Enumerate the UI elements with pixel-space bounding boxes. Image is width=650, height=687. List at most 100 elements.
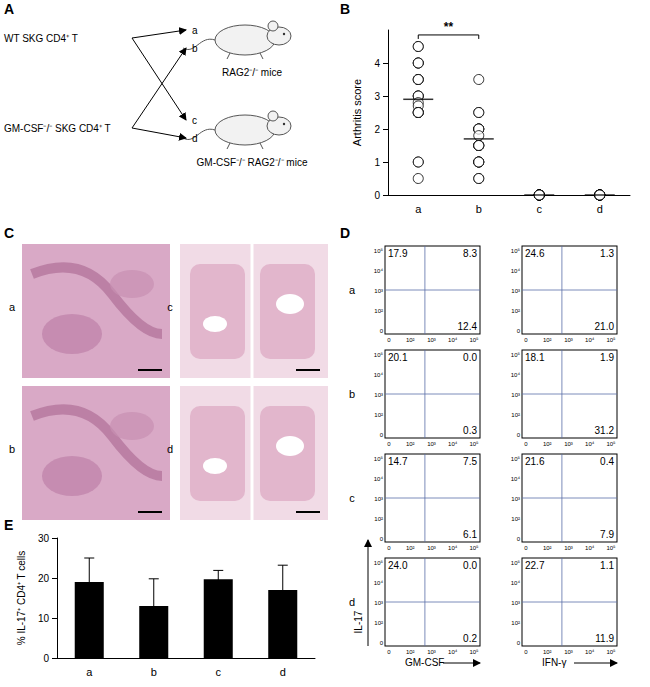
svg-text:a: a [415, 203, 422, 215]
svg-text:GM-CSF: GM-CSF [405, 657, 444, 668]
svg-text:10²: 10² [406, 649, 415, 655]
svg-text:0: 0 [517, 432, 521, 438]
svg-text:c: c [537, 203, 543, 215]
svg-text:d: d [192, 133, 198, 144]
svg-text:10⁴: 10⁴ [448, 545, 458, 551]
svg-text:10³: 10³ [564, 441, 573, 447]
svg-text:10²: 10² [543, 337, 552, 343]
svg-text:d: d [597, 203, 603, 215]
svg-text:10⁴: 10⁴ [585, 441, 595, 447]
svg-text:D: D [340, 225, 350, 241]
svg-text:10³: 10³ [511, 288, 520, 294]
svg-text:10²: 10² [511, 620, 520, 626]
svg-text:Arthritis score: Arthritis score [351, 79, 363, 146]
svg-text:10⁴: 10⁴ [511, 580, 521, 586]
svg-text:% IL-17⁺ CD4⁺ T cells: % IL-17⁺ CD4⁺ T cells [16, 551, 27, 646]
svg-text:21.6: 21.6 [525, 456, 545, 467]
svg-text:a: a [9, 301, 16, 313]
svg-text:0: 0 [524, 649, 528, 655]
svg-text:10³: 10³ [374, 600, 383, 606]
svg-text:c: c [192, 115, 197, 126]
svg-text:10²: 10² [374, 516, 383, 522]
svg-text:A: A [4, 1, 14, 17]
svg-text:10⁴: 10⁴ [511, 372, 521, 378]
svg-text:10⁴: 10⁴ [511, 268, 521, 274]
svg-text:10³: 10³ [511, 392, 520, 398]
svg-text:10³: 10³ [427, 545, 436, 551]
svg-text:10⁵: 10⁵ [374, 560, 384, 566]
svg-text:IFN-γ: IFN-γ [542, 657, 566, 668]
svg-text:RAG2⁻/⁻ mice: RAG2⁻/⁻ mice [222, 67, 282, 78]
svg-text:10⁴: 10⁴ [374, 580, 384, 586]
svg-text:0.0: 0.0 [463, 560, 477, 571]
svg-text:10²: 10² [543, 441, 552, 447]
svg-text:20: 20 [38, 573, 50, 584]
svg-text:6.1: 6.1 [463, 529, 477, 540]
svg-text:C: C [4, 225, 14, 241]
svg-text:10⁵: 10⁵ [606, 545, 616, 551]
svg-text:10³: 10³ [374, 288, 383, 294]
svg-text:10²: 10² [374, 412, 383, 418]
svg-text:10⁵: 10⁵ [606, 649, 616, 655]
svg-text:10³: 10³ [374, 496, 383, 502]
svg-text:10⁵: 10⁵ [469, 441, 479, 447]
svg-text:10⁵: 10⁵ [606, 337, 616, 343]
svg-text:0.3: 0.3 [463, 425, 477, 436]
svg-text:10⁵: 10⁵ [469, 545, 479, 551]
svg-text:10²: 10² [511, 308, 520, 314]
svg-text:10²: 10² [511, 412, 520, 418]
svg-text:10⁵: 10⁵ [606, 441, 616, 447]
svg-text:d: d [280, 666, 286, 678]
svg-text:11.9: 11.9 [595, 633, 614, 644]
svg-text:0.0: 0.0 [463, 352, 477, 363]
svg-text:10⁴: 10⁴ [374, 372, 384, 378]
svg-text:a: a [192, 25, 198, 36]
svg-text:31.2: 31.2 [595, 425, 615, 436]
svg-text:b: b [151, 666, 157, 678]
svg-text:10⁴: 10⁴ [448, 337, 458, 343]
svg-text:0: 0 [517, 640, 521, 646]
svg-text:10³: 10³ [427, 337, 436, 343]
svg-text:0: 0 [517, 536, 521, 542]
svg-text:0.2: 0.2 [463, 633, 477, 644]
svg-text:10²: 10² [543, 649, 552, 655]
svg-text:10²: 10² [374, 620, 383, 626]
svg-text:10: 10 [38, 613, 50, 624]
svg-text:10²: 10² [543, 545, 552, 551]
svg-text:10⁵: 10⁵ [374, 456, 384, 462]
svg-text:10⁵: 10⁵ [511, 456, 521, 462]
svg-text:0.4: 0.4 [600, 456, 614, 467]
svg-text:10³: 10³ [564, 337, 573, 343]
svg-text:10⁴: 10⁴ [448, 649, 458, 655]
svg-text:10⁵: 10⁵ [374, 248, 384, 254]
svg-text:10³: 10³ [427, 441, 436, 447]
svg-text:0: 0 [380, 432, 384, 438]
svg-text:1.9: 1.9 [600, 352, 614, 363]
svg-text:10⁵: 10⁵ [374, 352, 384, 358]
svg-text:10³: 10³ [511, 496, 520, 502]
svg-text:**: ** [444, 20, 454, 34]
svg-text:b: b [349, 388, 355, 400]
svg-text:8.3: 8.3 [463, 248, 477, 259]
svg-text:20.1: 20.1 [388, 352, 408, 363]
svg-text:14.7: 14.7 [388, 456, 408, 467]
svg-text:WT SKG CD4⁺ T: WT SKG CD4⁺ T [4, 33, 78, 44]
svg-text:10³: 10³ [427, 649, 436, 655]
svg-text:10⁵: 10⁵ [511, 352, 521, 358]
svg-text:0: 0 [380, 640, 384, 646]
svg-text:10⁴: 10⁴ [374, 268, 384, 274]
svg-text:30: 30 [38, 533, 50, 544]
svg-text:21.0: 21.0 [595, 321, 615, 332]
svg-text:10⁴: 10⁴ [585, 545, 595, 551]
svg-text:10²: 10² [406, 441, 415, 447]
svg-text:7.5: 7.5 [463, 456, 477, 467]
svg-text:10³: 10³ [374, 392, 383, 398]
svg-text:IL-17: IL-17 [353, 610, 364, 633]
svg-text:10⁵: 10⁵ [469, 337, 479, 343]
svg-text:1: 1 [374, 157, 380, 168]
svg-text:10²: 10² [374, 308, 383, 314]
svg-text:10³: 10³ [511, 600, 520, 606]
svg-text:0: 0 [524, 545, 528, 551]
svg-text:GM-CSF⁻/⁻ RAG2⁻/⁻ mice: GM-CSF⁻/⁻ RAG2⁻/⁻ mice [197, 157, 308, 168]
svg-text:d: d [167, 443, 173, 455]
